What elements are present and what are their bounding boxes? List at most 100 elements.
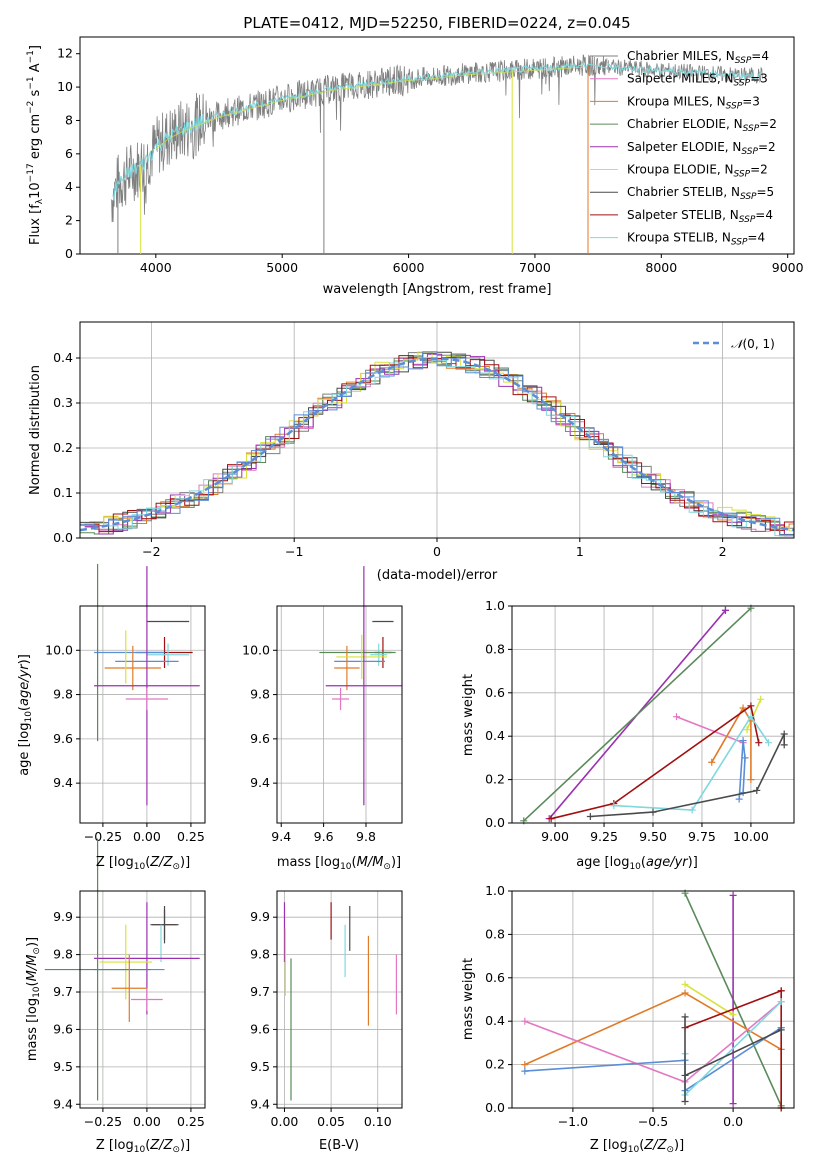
ytick-label: 9.6	[53, 731, 73, 746]
mw-age-ylabel: mass weight	[461, 674, 476, 756]
xtick-label: −0.5	[638, 1114, 668, 1129]
ytick-label: 9.4	[53, 1096, 73, 1111]
series-line-7	[613, 715, 770, 811]
model-kroupa-stelib-line	[112, 61, 763, 201]
xtick-label: 0.0	[723, 1114, 743, 1129]
mass-ebv-xlabel: E(B-V)	[319, 1138, 359, 1153]
frame	[79, 890, 206, 1109]
series-marker-5	[521, 1067, 529, 1075]
residual-panel: −2 −1 0 1 2 0.0 0.1 0.2 0.3 0.4 𝒩(0, 1) (data-mod…	[28, 321, 795, 583]
ytick-label: 2	[65, 213, 73, 228]
xtick-label: 4000	[140, 260, 172, 275]
frame	[276, 890, 403, 1109]
ticks: −0.25 0.00 0.25 9.4 9.6 9.8 10.0	[45, 642, 205, 844]
residual-ticks: −2 −1 0 1 2 0.0 0.1 0.2 0.3 0.4	[53, 350, 726, 559]
legend-label-3: Chabrier ELODIE, NSSP=2	[627, 117, 777, 134]
xtick-label: 8000	[645, 260, 677, 275]
series-line-8	[684, 1016, 782, 1102]
age-z-ylabel: age [log10(age/yr)]	[17, 654, 34, 776]
legend-label-4: Salpeter ELODIE, NSSP=2	[627, 140, 776, 157]
legend-label-0: Chabrier MILES, NSSP=4	[627, 49, 769, 66]
ytick-label: 10.0	[242, 642, 270, 657]
xtick-label: 1	[576, 544, 584, 559]
series-line-5	[738, 740, 746, 800]
series-marker-7	[777, 998, 785, 1006]
gaussian-legend-label: 𝒩(0, 1)	[731, 337, 775, 351]
ytick-label: 0	[65, 246, 73, 261]
marks	[520, 604, 788, 825]
spectrum-legend: Chabrier MILES, NSSP=4 Salpeter MILES, NS…	[590, 49, 777, 248]
series-marker-8	[681, 1097, 689, 1105]
series-line-1	[523, 607, 752, 822]
ytick-label: 6	[65, 146, 73, 161]
xtick-label: −1.0	[558, 1114, 588, 1129]
series-marker-2	[681, 980, 689, 988]
series-line-8	[590, 733, 786, 818]
ytick-label: 9.8	[53, 687, 73, 702]
mass-vs-ebv-panel: 0.00 0.05 0.10 9.4 9.5 9.6 9.7 9.8 9.9	[250, 890, 403, 1129]
histogram-step-5	[89, 351, 794, 532]
ytick-label: 9.8	[250, 947, 270, 962]
ytick-label: 0.0	[485, 815, 505, 830]
spectrum-ylabel: Flux [fλ10−17 erg cm−2 s−1 A−1]	[26, 45, 45, 245]
spectrum-ticks: 4000 5000 6000 7000 8000 9000 0 2 4 6 8 10 12	[57, 46, 804, 275]
mass-z-ylabel: mass [log10(M/M⊙)]	[25, 937, 42, 1061]
residual-ylabel: Normed distribution	[28, 365, 43, 495]
xtick-label: 2	[719, 544, 727, 559]
xtick-label: 10.00	[733, 829, 769, 844]
ytick-label: 1.0	[485, 598, 505, 613]
series-marker-8	[681, 1071, 689, 1079]
series-marker-0	[721, 606, 729, 614]
ytick-label: 9.7	[53, 984, 73, 999]
grid	[277, 891, 402, 1108]
data-spectrum-red	[606, 59, 763, 84]
ticks: 9.00 9.25 9.50 9.75 10.00 0.0 0.2 0.4 0.6 0.8 1.0	[485, 598, 769, 844]
mass-vs-z-panel: −0.25 0.00 0.25 9.4 9.5 9.6 9.7 9.8 9.9	[44, 838, 206, 1129]
model-kroupa-elodie-line	[155, 66, 585, 150]
series-marker-5	[735, 795, 743, 803]
ytick-label: 0.8	[485, 926, 505, 941]
ytick-label: 4	[65, 179, 73, 194]
age-z-xlabel: Z [log10(Z/Z⊙)]	[96, 855, 190, 872]
ytick-label: 0.6	[485, 685, 505, 700]
massweight-vs-age-panel: 9.00 9.25 9.50 9.75 10.00 0.0 0.2 0.4 0.6 0.8 1.0	[485, 598, 795, 844]
ytick-label: 9.6	[250, 1021, 270, 1036]
series-line-4	[711, 706, 752, 780]
xtick-label: 9.8	[356, 829, 376, 844]
series-marker-7	[610, 802, 618, 810]
spectrum-panel: 4000 5000 6000 7000 8000 9000 0 2 4 6 8 10 12 Chabri…	[26, 36, 804, 297]
ytick-label: 1.0	[485, 883, 505, 898]
series-marker-4	[739, 704, 747, 712]
xtick-label: 0.05	[317, 1114, 345, 1129]
series-marker-8	[780, 730, 788, 738]
spectrum-xlabel: wavelength [Angstrom, rest frame]	[323, 282, 552, 297]
ytick-label: 0.0	[53, 530, 73, 545]
xtick-label: 0.10	[364, 1114, 392, 1129]
xtick-label: 0.25	[177, 1114, 205, 1129]
series-marker-6	[747, 702, 755, 710]
ytick-label: 0.1	[53, 485, 73, 500]
marks	[44, 838, 200, 1101]
residual-legend: 𝒩(0, 1)	[693, 337, 775, 351]
xtick-label: −2	[142, 544, 160, 559]
xtick-label: 0.00	[133, 1114, 161, 1129]
series-marker-2	[729, 1011, 737, 1019]
xtick-label: −1	[285, 544, 303, 559]
xtick-label: 5000	[266, 260, 298, 275]
ytick-label: 9.5	[53, 1059, 73, 1074]
series-marker-8	[777, 1026, 785, 1034]
ticks: 9.4 9.6 9.8 9.4 9.6 9.8 10.0	[242, 642, 376, 844]
ytick-label: 0.3	[53, 395, 73, 410]
ytick-label: 9.9	[53, 909, 73, 924]
series-marker-4	[708, 758, 716, 766]
xtick-label: 9000	[772, 260, 804, 275]
marks	[521, 889, 785, 1112]
residual-xlabel: (data-model)/error	[377, 568, 498, 583]
series-marker-7	[765, 739, 773, 747]
xtick-label: 9.50	[639, 829, 667, 844]
series-marker-1	[729, 1100, 737, 1108]
ytick-label: 9.5	[250, 1059, 270, 1074]
series-marker-8	[753, 786, 761, 794]
ytick-label: 9.8	[53, 947, 73, 962]
series-marker-2	[673, 713, 680, 721]
